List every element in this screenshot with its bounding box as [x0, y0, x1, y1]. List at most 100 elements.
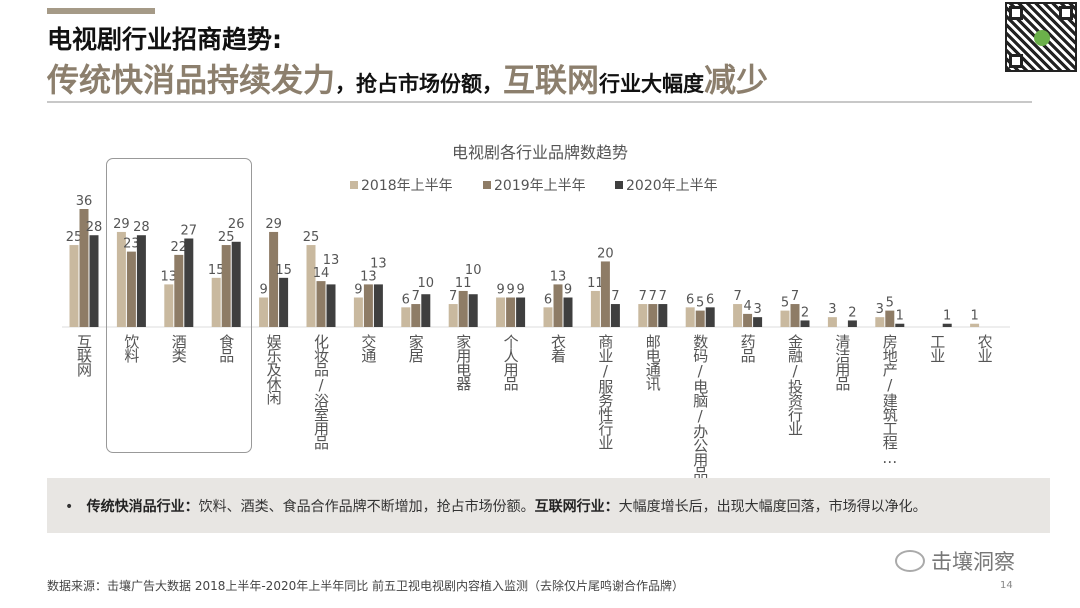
data-label: 7: [791, 289, 799, 304]
data-label: 13: [360, 269, 377, 284]
bar-2-1: [136, 235, 146, 327]
data-label: 7: [649, 289, 657, 304]
data-label: 20: [597, 246, 614, 261]
data-label: 7: [449, 289, 457, 304]
bar-1-15: [790, 304, 800, 327]
data-label: 27: [181, 224, 198, 239]
bar-0-11: [590, 290, 600, 327]
legend-label-0: 2018年上半年: [361, 178, 453, 194]
bar-0-7: [401, 307, 411, 327]
bar-1-11: [600, 261, 610, 327]
summary-key-fmcg: 传统快消品行业：: [86, 499, 199, 515]
legend-label-2: 2020年上半年: [626, 178, 718, 194]
data-label: 26: [228, 217, 245, 232]
data-label: 29: [113, 217, 130, 232]
data-source: 数据来源：击壤广告大数据 2018上半年-2020年上半年同比 前五卫视电视剧内…: [47, 579, 685, 593]
data-label: 29: [265, 217, 282, 232]
bar-1-1: [126, 251, 136, 327]
category-label: 商业/服务性行业: [596, 334, 615, 449]
legend-swatch-2: [615, 181, 623, 189]
data-label: 25: [303, 230, 320, 245]
data-label: 22: [171, 240, 188, 255]
bar-0-19: [970, 323, 980, 327]
bar-2-0: [89, 235, 99, 327]
bar-0-9: [496, 297, 506, 327]
data-label: 13: [550, 269, 567, 284]
data-label: 1: [943, 309, 951, 324]
legend-label-1: 2019年上半年: [494, 178, 586, 194]
wechat-brand: 击壤洞察: [895, 546, 1015, 576]
summary-box: • 传统快消品行业：饮料、酒类、食品合作品牌不断增加，抢占市场份额。互联网行业：…: [47, 478, 1050, 533]
qr-code: [1005, 2, 1077, 72]
data-label: 10: [418, 276, 435, 291]
legend-swatch-1: [483, 181, 491, 189]
data-label: 9: [354, 283, 362, 298]
category-label: 食品: [217, 334, 236, 362]
bar-1-6: [363, 284, 373, 327]
bar-0-2: [164, 284, 174, 327]
category-label: 清洁用品: [833, 334, 852, 390]
data-label: 25: [66, 230, 83, 245]
data-label: 14: [313, 266, 330, 281]
bar-1-0: [79, 209, 89, 327]
data-label: 7: [412, 289, 420, 304]
bar-2-7: [421, 294, 431, 327]
data-label: 11: [455, 276, 472, 291]
bar-1-4: [269, 231, 279, 327]
bar-1-2: [174, 254, 184, 327]
category-label: 家用电器: [454, 334, 473, 390]
bar-2-16: [847, 320, 857, 327]
data-label: 7: [733, 289, 741, 304]
data-label: 1: [896, 309, 904, 324]
chart-legend: 2018年上半年 2019年上半年 2020年上半年: [350, 178, 718, 194]
bar-2-2: [184, 238, 194, 327]
data-label: 13: [370, 256, 387, 271]
bar-2-9: [516, 297, 526, 327]
bar-1-8: [458, 290, 468, 327]
page-subtitle: 传统快消品持续发力，抢占市场份额，互联网行业大幅度减少: [47, 55, 768, 101]
category-label: 药品: [738, 334, 757, 362]
chart-title: 电视剧各行业品牌数趋势: [452, 143, 628, 162]
page-title: 电视剧行业招商趋势:: [47, 25, 282, 54]
bar-1-14: [743, 313, 753, 327]
data-label: 3: [876, 302, 884, 317]
data-label: 13: [161, 269, 178, 284]
category-label: 邮电通讯: [643, 334, 662, 390]
bar-2-12: [658, 304, 668, 327]
bar-0-6: [353, 297, 363, 327]
subtitle-text-1: ，抢占市场份额，: [335, 72, 504, 96]
legend-swatch-0: [350, 181, 358, 189]
data-label: 11: [587, 276, 604, 291]
data-label: 36: [76, 194, 93, 209]
bar-2-8: [468, 294, 478, 327]
data-label: 9: [496, 283, 504, 298]
bar-1-12: [648, 304, 658, 327]
data-label: 6: [402, 292, 410, 307]
summary-text-fmcg: 饮料、酒类、食品合作品牌不断增加，抢占市场份额。: [198, 499, 535, 515]
bar-1-13: [695, 310, 705, 327]
data-label: 6: [544, 292, 552, 307]
bar-1-5: [316, 281, 326, 327]
bar-2-11: [610, 304, 620, 327]
bar-1-3: [221, 245, 231, 327]
data-label: 3: [828, 302, 836, 317]
bar-0-17: [875, 317, 885, 327]
data-label: 2: [848, 305, 856, 320]
data-label: 13: [323, 253, 340, 268]
category-label: 金融/投资行业: [786, 334, 804, 435]
bar-0-5: [306, 245, 316, 327]
bar-0-10: [543, 307, 553, 327]
data-label: 3: [753, 302, 761, 317]
data-label: 9: [506, 283, 514, 298]
subtitle-text-2: 行业大幅度: [599, 72, 705, 96]
category-label: 农业: [975, 334, 994, 362]
data-label: 7: [639, 289, 647, 304]
bar-2-3: [231, 241, 241, 327]
header-divider: [47, 101, 1032, 103]
bar-1-9: [506, 297, 516, 327]
bar-2-13: [705, 307, 715, 327]
category-label: 交通: [359, 334, 378, 362]
bar-0-1: [116, 231, 126, 327]
bullet: •: [65, 499, 74, 515]
data-label: 5: [886, 296, 894, 311]
